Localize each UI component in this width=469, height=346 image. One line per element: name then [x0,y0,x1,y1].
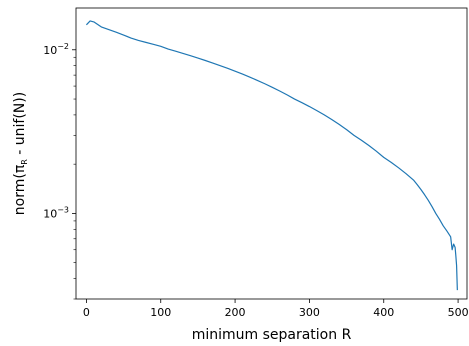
y-axis-label-prefix: norm(π [12,164,28,215]
x-tick-label: 0 [83,306,90,319]
x-axis-label: minimum separation R [192,327,352,343]
x-axis: 0 100 200 300 400 500 [83,299,469,319]
y-axis-label-subscript: R [20,159,29,165]
y-axis-label-suffix: - unif(N)) [12,92,28,159]
y-axis-label: norm(πR - unif(N)) [12,92,29,215]
y-axis: 10−2 10−3 [43,42,76,300]
axes-frame [75,7,468,300]
x-tick-label: 300 [299,306,320,319]
x-tick-label: 500 [448,306,469,319]
x-tick-label: 400 [373,306,394,319]
x-tick-label: 200 [225,306,246,319]
series-line [85,20,458,291]
y-tick-label: 10−3 [43,205,69,220]
plot-area [75,7,468,300]
x-tick-label: 100 [150,306,171,319]
y-tick-label: 10−2 [43,42,69,57]
